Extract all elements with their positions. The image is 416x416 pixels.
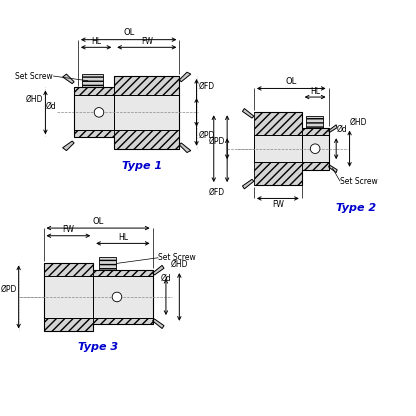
- Text: ØHD: ØHD: [26, 94, 44, 104]
- Text: Type 1: Type 1: [122, 161, 162, 171]
- Text: HL: HL: [310, 87, 320, 96]
- Polygon shape: [329, 165, 337, 173]
- Polygon shape: [153, 319, 164, 329]
- Polygon shape: [329, 125, 337, 132]
- Text: ØHD: ØHD: [171, 260, 188, 269]
- Bar: [254, 135, 302, 162]
- Bar: [254, 162, 302, 185]
- Bar: [74, 129, 114, 137]
- Polygon shape: [153, 265, 164, 275]
- Bar: [114, 129, 179, 149]
- Bar: [114, 95, 179, 129]
- Text: FW: FW: [272, 200, 284, 209]
- Bar: [254, 112, 302, 135]
- Bar: [302, 135, 329, 162]
- Polygon shape: [63, 74, 74, 84]
- Bar: [93, 318, 153, 324]
- Bar: [114, 76, 179, 95]
- Polygon shape: [243, 109, 254, 118]
- Text: ØPD: ØPD: [0, 285, 17, 294]
- Circle shape: [112, 292, 122, 302]
- Bar: [306, 116, 323, 128]
- Bar: [302, 162, 329, 170]
- Text: OL: OL: [92, 217, 104, 226]
- Text: FW: FW: [141, 37, 153, 46]
- Bar: [74, 87, 114, 95]
- Bar: [99, 257, 116, 270]
- Text: ØHD: ØHD: [349, 117, 367, 126]
- Text: Ød: Ød: [161, 273, 171, 282]
- Text: Type 2: Type 2: [336, 203, 376, 213]
- Text: Set Screw: Set Screw: [15, 72, 53, 81]
- Text: ØFD: ØFD: [198, 82, 215, 91]
- Polygon shape: [243, 179, 254, 189]
- Bar: [74, 95, 114, 129]
- Text: Set Screw: Set Screw: [340, 177, 378, 186]
- Text: Set Screw: Set Screw: [158, 253, 196, 262]
- Text: Type 3: Type 3: [78, 342, 118, 352]
- Bar: [93, 276, 153, 318]
- Bar: [44, 318, 93, 332]
- Polygon shape: [179, 72, 191, 82]
- Bar: [44, 262, 93, 276]
- Circle shape: [310, 144, 320, 154]
- Bar: [82, 74, 103, 87]
- Text: ØPD: ØPD: [198, 131, 215, 140]
- Text: OL: OL: [123, 28, 134, 37]
- Polygon shape: [179, 143, 191, 153]
- Text: HL: HL: [118, 233, 128, 242]
- Text: ØPD: ØPD: [209, 136, 225, 146]
- Text: Ød: Ød: [46, 102, 57, 111]
- Bar: [93, 270, 153, 276]
- Text: FW: FW: [62, 225, 74, 233]
- Bar: [44, 276, 93, 318]
- Circle shape: [94, 108, 104, 117]
- Text: OL: OL: [286, 77, 297, 86]
- Polygon shape: [63, 141, 74, 151]
- Bar: [302, 128, 329, 135]
- Text: ØFD: ØFD: [209, 188, 225, 197]
- Text: HL: HL: [91, 37, 101, 46]
- Text: Ød: Ød: [336, 125, 347, 134]
